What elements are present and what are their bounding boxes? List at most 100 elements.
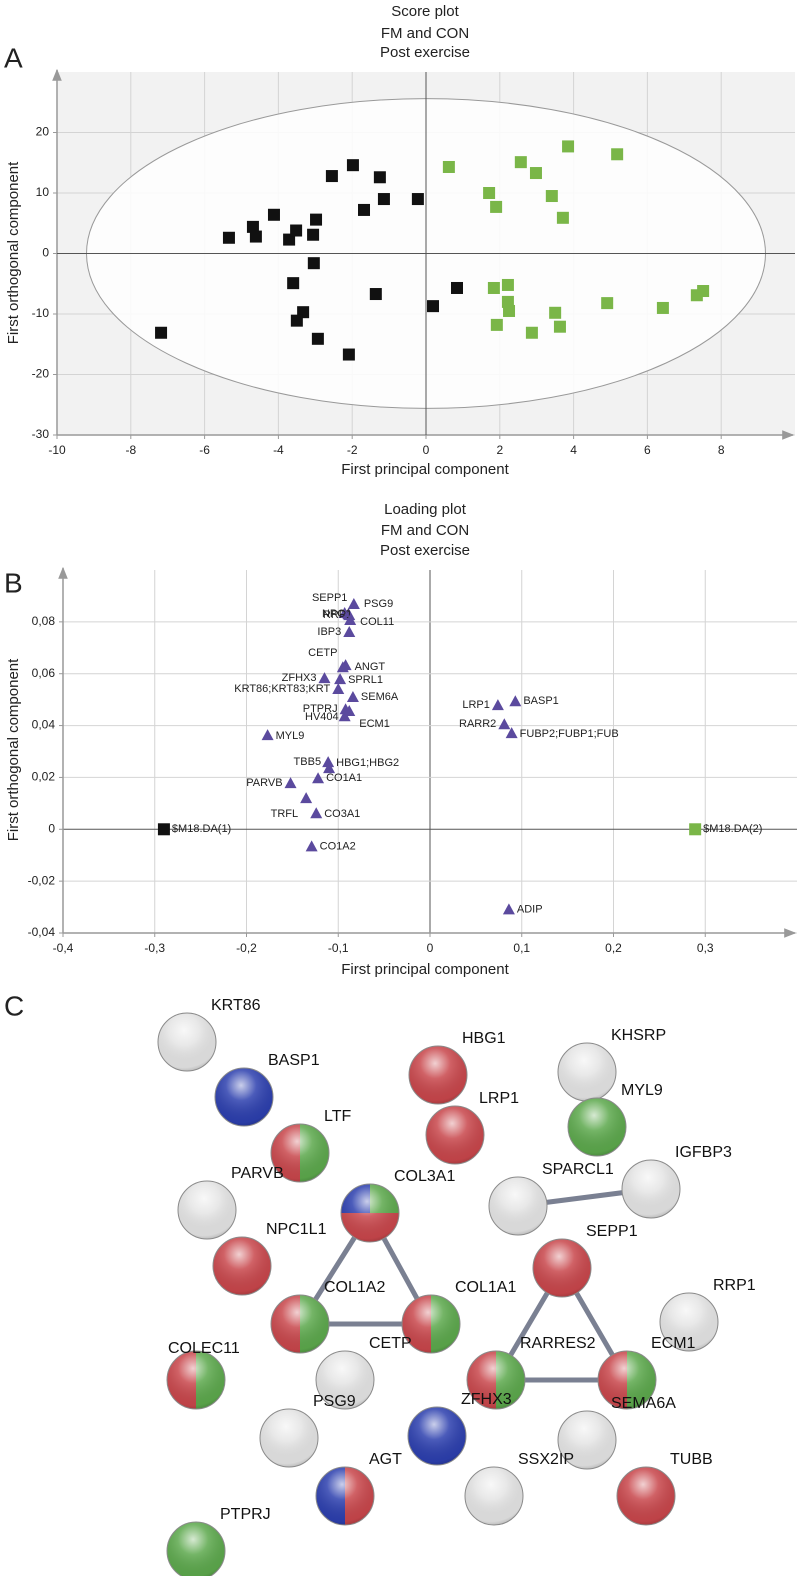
x-tick-label: -0,3: [144, 941, 165, 955]
x-tick-label: 2: [496, 443, 503, 457]
point: [249, 230, 262, 243]
node-gloss: [557, 1410, 617, 1470]
node-gloss: [401, 1294, 461, 1354]
x-tick-label: 6: [644, 443, 651, 457]
point: [346, 159, 359, 172]
node: [464, 1466, 524, 1526]
node: [557, 1042, 617, 1102]
node-gloss: [166, 1350, 226, 1410]
point-label: CO1A1: [326, 772, 362, 784]
point: [344, 614, 357, 626]
point: [310, 807, 323, 819]
node-gloss: [270, 1123, 330, 1183]
node: [616, 1466, 676, 1526]
point-label: SEM6A: [361, 691, 399, 703]
node-gloss: [466, 1350, 526, 1410]
point-label: RARR2: [459, 718, 496, 730]
point: [358, 203, 371, 216]
node-label: KHSRP: [611, 1027, 666, 1044]
point: [343, 609, 356, 621]
x-tick-label: 0: [427, 941, 434, 955]
point: [369, 288, 382, 301]
node-gloss: [616, 1466, 676, 1526]
point: [318, 672, 331, 684]
point-label: ZFHX3: [282, 672, 317, 684]
point: [549, 306, 562, 319]
point: [290, 314, 303, 327]
node-label: AGT: [369, 1451, 402, 1468]
point-label: ADIP: [517, 903, 543, 915]
point-label: FUBP2;FUBP1;FUB: [520, 728, 619, 740]
node-gloss: [557, 1042, 617, 1102]
point-label: NPC1: [322, 608, 351, 620]
node: [166, 1521, 226, 1576]
point: [283, 233, 296, 246]
point: [311, 332, 324, 345]
point-label: IBP3: [317, 626, 341, 638]
node-gloss: [212, 1236, 272, 1296]
node: [407, 1406, 467, 1466]
point: [300, 792, 313, 804]
node: [425, 1105, 485, 1165]
point: [312, 772, 325, 784]
x-tick-label: -0,4: [53, 941, 74, 955]
node-gloss: [315, 1350, 375, 1410]
node-gloss: [597, 1350, 657, 1410]
node-gloss: [567, 1097, 627, 1157]
node-label: KRT86: [211, 997, 261, 1014]
x-tick-label: -6: [199, 443, 210, 457]
point: [505, 727, 518, 739]
node-label: HBG1: [462, 1030, 506, 1047]
point: [307, 257, 320, 270]
node: [166, 1350, 226, 1410]
point: [509, 695, 522, 707]
point: [490, 200, 503, 213]
y-tick-label: -30: [32, 427, 50, 441]
node: [315, 1350, 375, 1410]
node: [177, 1180, 237, 1240]
x-tick-label: 0,1: [513, 941, 530, 955]
point: [502, 903, 515, 915]
point: [287, 277, 300, 290]
node-label: TUBB: [670, 1451, 713, 1468]
point: [246, 220, 259, 233]
node: [466, 1350, 526, 1410]
point: [553, 320, 566, 333]
chart-title: FM and CON: [381, 25, 469, 42]
point-label: $M18.DA(1): [172, 823, 231, 835]
node-label: ECM1: [651, 1335, 696, 1352]
point-label: SEPP1: [312, 592, 347, 604]
node: [659, 1292, 719, 1352]
point-label: ANGT: [355, 661, 386, 673]
y-tick-label: 0,06: [32, 666, 56, 680]
point: [601, 297, 614, 310]
x-tick-label: -10: [48, 443, 66, 457]
chart-title: Loading plot: [384, 501, 467, 518]
point: [487, 281, 500, 294]
y-tick-label: 0,04: [32, 718, 56, 732]
panel-label: A: [4, 42, 23, 73]
y-tick-label: 10: [36, 185, 50, 199]
point: [503, 304, 516, 317]
node: [488, 1176, 548, 1236]
node: [259, 1408, 319, 1468]
y-tick-label: 0,02: [32, 770, 56, 784]
x-tick-label: 4: [570, 443, 577, 457]
y-tick-label: -10: [32, 306, 50, 320]
point: [377, 193, 390, 206]
node-label: SSX2IP: [518, 1451, 574, 1468]
node: [212, 1236, 272, 1296]
point: [501, 278, 514, 291]
node-gloss: [315, 1466, 375, 1526]
point: [442, 160, 455, 173]
node: [270, 1294, 330, 1354]
point-label: LRP1: [462, 699, 490, 711]
point: [697, 285, 710, 298]
node-gloss: [340, 1183, 400, 1243]
node-gloss: [488, 1176, 548, 1236]
node-gloss: [270, 1294, 330, 1354]
point: [339, 659, 352, 671]
point: [347, 597, 360, 609]
y-tick-label: 0,08: [32, 614, 56, 628]
